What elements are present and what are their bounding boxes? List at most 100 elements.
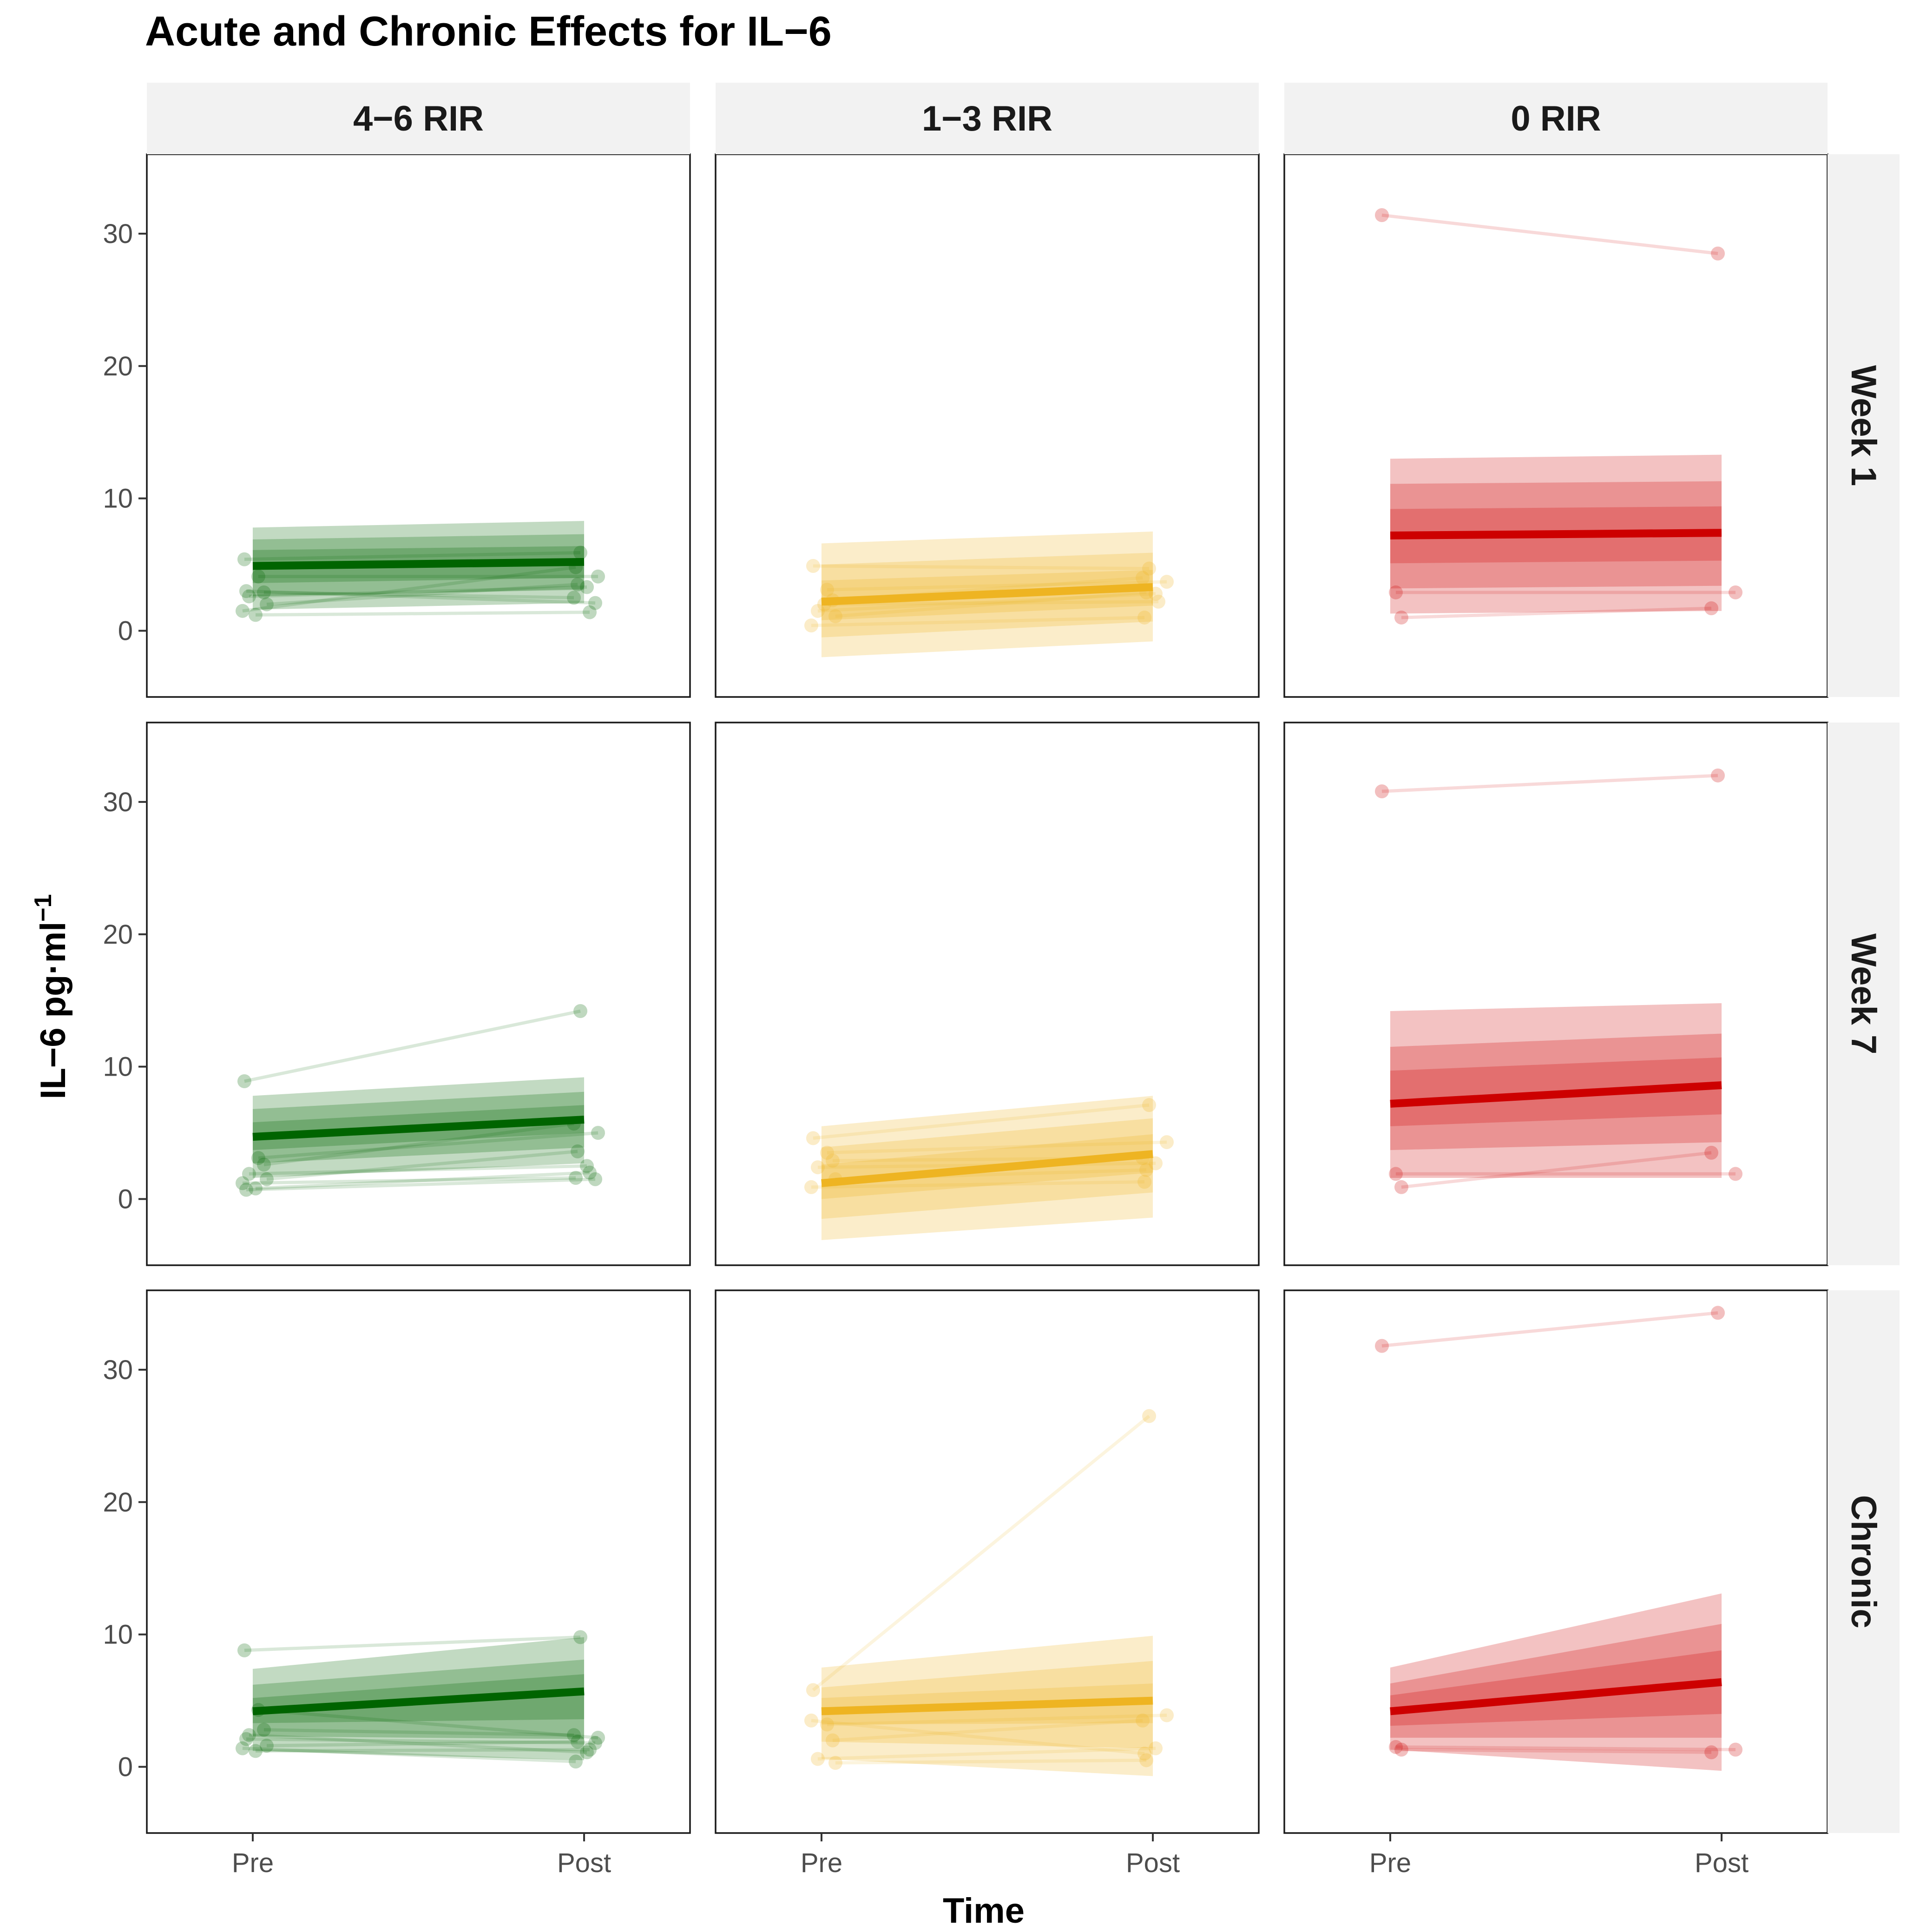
panel-content xyxy=(804,1409,1174,1776)
mean-line xyxy=(1390,529,1722,539)
subject-point-pre xyxy=(239,1732,253,1746)
subject-line xyxy=(258,1708,598,1740)
facet-panel xyxy=(715,153,1260,698)
subject-point-pre xyxy=(810,604,825,618)
subject-line xyxy=(266,583,578,606)
mean-line xyxy=(821,583,1153,606)
subject-point-post xyxy=(569,1755,583,1769)
facet-panel xyxy=(1283,153,1828,698)
subject-line xyxy=(244,551,581,561)
subject-point-pre xyxy=(1388,1740,1403,1754)
y-tick-label: 30 xyxy=(103,1355,133,1385)
subject-point-pre xyxy=(1374,208,1389,223)
facet-panel xyxy=(146,722,691,1266)
column-strip xyxy=(147,83,690,154)
subject-point-pre xyxy=(248,1744,263,1758)
subject-point-post xyxy=(567,1728,581,1742)
subject-line xyxy=(827,580,1167,591)
subject-point-pre xyxy=(256,585,271,599)
subject-line xyxy=(249,1733,587,1754)
subject-line xyxy=(263,591,574,599)
panel-border xyxy=(146,722,691,1266)
facet-panel xyxy=(1283,1289,1828,1834)
subject-point-post xyxy=(591,1126,605,1140)
facet-panel xyxy=(146,153,691,698)
panel-border xyxy=(715,1289,1260,1834)
subject-line xyxy=(1381,213,1718,256)
row-strip-label: Week 1 xyxy=(1844,365,1883,486)
subject-point-post xyxy=(583,1165,597,1180)
subject-point-pre xyxy=(806,1683,820,1697)
subject-point-pre xyxy=(239,1183,253,1197)
subject-line xyxy=(263,1728,574,1737)
subject-point-pre xyxy=(820,583,834,597)
subject-point-post xyxy=(573,545,588,560)
subject-point-pre xyxy=(820,1145,834,1160)
subject-line xyxy=(1381,774,1718,793)
subject-point-post xyxy=(1136,1713,1150,1728)
subject-point-pre xyxy=(810,1160,825,1175)
y-tick-label: 30 xyxy=(103,219,133,249)
subject-line xyxy=(1401,606,1712,619)
subject-line xyxy=(827,1140,1167,1155)
subject-point-pre xyxy=(1388,1167,1403,1181)
column-strip-label: 1−3 RIR xyxy=(922,99,1052,138)
panel-content xyxy=(235,521,605,622)
panel-content xyxy=(1374,1306,1743,1771)
subject-point-post xyxy=(1149,1156,1163,1170)
subject-line xyxy=(255,1171,590,1190)
subject-line xyxy=(811,1719,1145,1755)
y-axis-title-main: IL−6 pg·ml xyxy=(33,922,73,1099)
subject-line xyxy=(244,1009,581,1083)
panel-border xyxy=(1283,722,1828,1266)
y-tick-label: 20 xyxy=(103,1487,133,1518)
subject-line xyxy=(246,1737,596,1745)
subject-point-post xyxy=(1137,611,1152,625)
subject-point-pre xyxy=(810,1752,825,1766)
panel-border xyxy=(715,722,1260,1266)
subject-point-pre xyxy=(820,1717,834,1732)
subject-point-post xyxy=(571,1144,585,1159)
subject-line xyxy=(811,1180,1145,1189)
subject-point-post xyxy=(567,591,581,605)
subject-line xyxy=(246,1177,596,1192)
mean-line xyxy=(1390,1081,1722,1108)
panel-content xyxy=(1374,768,1743,1194)
row-strip-label: Chronic xyxy=(1844,1495,1883,1628)
subject-point-pre xyxy=(828,1756,842,1770)
subject-point-pre xyxy=(239,584,253,598)
subject-line xyxy=(255,611,590,617)
subject-point-pre xyxy=(248,1181,263,1196)
interval-band xyxy=(1390,1623,1722,1738)
x-tick-label: Post xyxy=(1126,1848,1180,1878)
subject-line xyxy=(1395,1745,1736,1752)
subject-point-post xyxy=(1160,1708,1174,1722)
row-strip xyxy=(1828,154,1900,697)
subject-point-post xyxy=(1142,561,1157,576)
subject-point-pre xyxy=(242,1167,256,1181)
subject-point-post xyxy=(591,569,605,584)
subject-point-pre xyxy=(1394,611,1408,625)
subject-point-post xyxy=(1139,1163,1154,1177)
mean-line xyxy=(252,1687,585,1715)
subject-point-post xyxy=(1704,1745,1719,1760)
x-tick-label: Post xyxy=(1695,1848,1749,1878)
subject-point-pre xyxy=(237,1074,251,1089)
panel-content xyxy=(1374,208,1743,625)
axes-layer: 0 10 20 30 0 10 20 30 0 10 20 30 Pre Post Pre Post Pre Po… xyxy=(103,219,1749,1878)
subject-point-post xyxy=(1160,1135,1174,1150)
subject-point-post xyxy=(588,1736,603,1750)
row-strip-label: Week 7 xyxy=(1844,933,1883,1055)
panels-layer xyxy=(146,153,1828,1834)
subject-line xyxy=(1401,1748,1712,1754)
subject-point-pre xyxy=(806,1131,820,1145)
x-tick-label: Pre xyxy=(232,1848,274,1878)
y-tick-label: 10 xyxy=(103,1620,133,1650)
facet-panel xyxy=(715,722,1260,1266)
facet-panel xyxy=(146,1289,691,1834)
subject-point-post xyxy=(591,1730,605,1745)
subject-point-pre xyxy=(806,559,820,573)
subject-line xyxy=(244,1635,581,1652)
mean-line xyxy=(1390,1678,1722,1715)
